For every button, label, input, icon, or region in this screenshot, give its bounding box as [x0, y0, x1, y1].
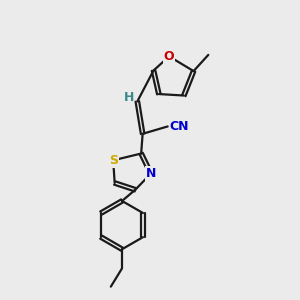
Text: S: S — [109, 154, 118, 167]
Text: O: O — [164, 50, 175, 63]
Text: CN: CN — [169, 120, 189, 133]
Text: H: H — [124, 92, 134, 104]
Text: N: N — [146, 167, 156, 180]
